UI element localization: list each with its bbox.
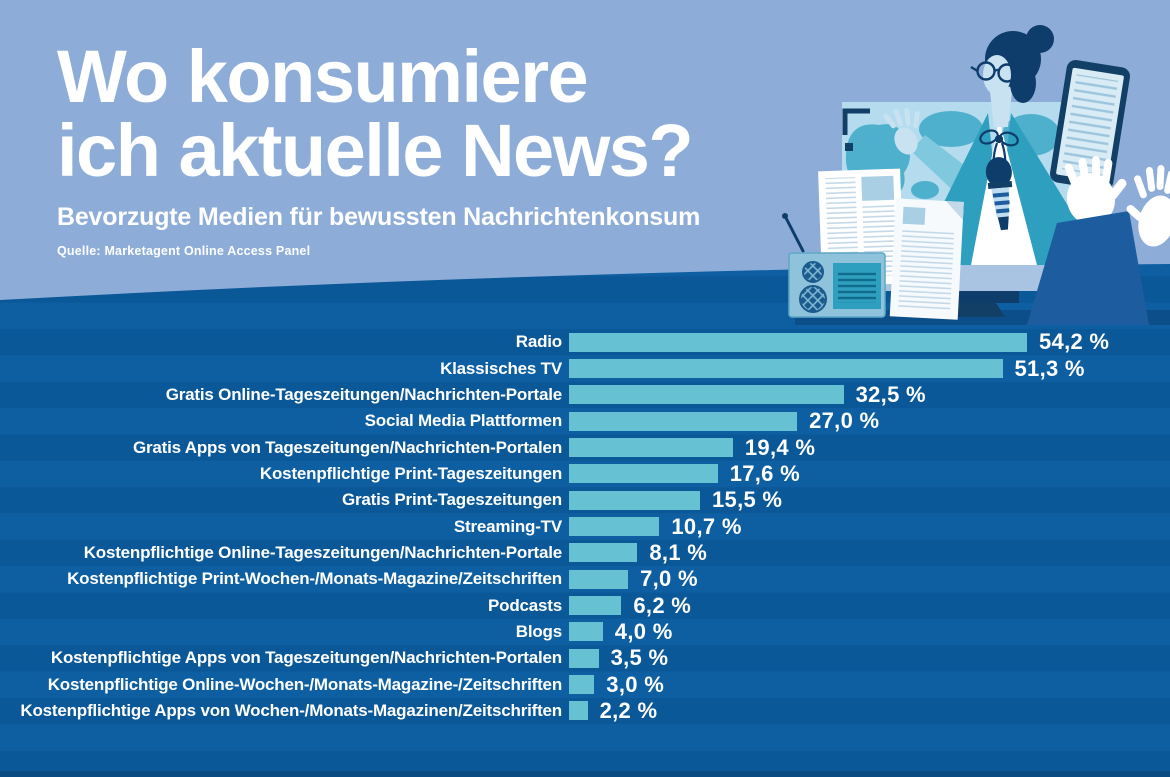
bar-row: Kostenpflichtige Apps von Wochen-/Monats… [0,698,1170,724]
microphone-icon [985,157,1013,231]
hair-bun [1026,25,1054,53]
bar-row: Kostenpflichtige Print-Tageszeitungen 17… [0,461,1170,487]
bar-rows: Radio 54,2 % Klassisches TV 51,3 % Grati… [0,329,1170,724]
bar [569,701,588,721]
bar-row: Blogs 4,0 % [0,619,1170,645]
speaker-large [799,285,827,313]
bar-value-label: 4,0 % [614,618,673,644]
news-media-illustration [782,25,1170,325]
bar-value-label: 8,1 % [649,539,708,565]
page-subtitle: Bevorzugte Medien für bewussten Nachrich… [57,203,701,231]
bar [569,596,622,616]
bar [569,517,660,537]
bar-label: Kostenpflichtige Print-Wochen-/Monats-Ma… [67,569,562,589]
bar-value-label: 10,7 % [671,513,742,539]
tablet-hand [1064,156,1127,225]
bar-label: Streaming-TV [453,516,562,536]
bar-row: Gratis Online-Tageszeitungen/Nachrichten… [0,382,1170,408]
bar [569,411,798,431]
bar [569,438,733,458]
bar-row: Gratis Apps von Tageszeitungen/Nachricht… [0,434,1170,460]
bar-row: Gratis Print-Tageszeitungen 15,5 % [0,487,1170,513]
bar-value-label: 7,0 % [640,566,698,592]
bar [569,648,599,668]
viewfinder-bracket-icon [842,108,870,135]
bar-label: Podcasts [488,595,562,615]
bar [569,464,718,484]
title-line-1: Wo konsumiere [57,35,589,118]
face [983,55,1011,95]
tablet-text-lines [1061,74,1119,176]
footer-strip [0,771,1170,777]
bar-row: Podcasts 6,2 % [0,592,1170,618]
bar-row: Streaming-TV 10,7 % [0,513,1170,539]
bar-value-label: 51,3 % [1014,355,1085,381]
bar-value-label: 6,2 % [633,592,692,618]
bar-row: Social Media Plattformen 27,0 % [0,408,1170,434]
bar-label: Kostenpflichtige Apps von Wochen-/Monats… [20,700,562,720]
bar-label: Gratis Apps von Tageszeitungen/Nachricht… [132,437,562,457]
bar-value-label: 2,2 % [599,697,658,723]
bar-label: Kostenpflichtige Online-Tageszeitungen/N… [83,542,563,562]
bar-row: Kostenpflichtige Apps von Tageszeitungen… [0,645,1170,671]
bar [569,490,700,510]
bar-label: Kostenpflichtige Online-Wochen-/Monats-M… [47,674,563,694]
bar-label: Gratis Print-Tageszeitungen [341,490,562,510]
bar-label: Kostenpflichtige Apps von Tageszeitungen… [50,648,562,668]
bar [569,332,1027,352]
bar-row: Radio 54,2 % [0,329,1170,355]
bar-value-label: 3,5 % [610,645,669,671]
bar-label: Radio [515,332,562,352]
bar-label: Blogs [515,621,562,641]
antenna [783,214,805,253]
bar [569,622,603,642]
bar-row: Klassisches TV 51,3 % [0,355,1170,381]
glasses-icon [970,61,1017,83]
bar-row: Kostenpflichtige Print-Wochen-/Monats-Ma… [0,566,1170,592]
sleeve [1027,211,1149,325]
bar-chart: Radio 54,2 % Klassisches TV 51,3 % Grati… [0,329,1170,724]
speaker-small [802,261,824,283]
bar-label: Kostenpflichtige Print-Tageszeitungen [259,463,562,483]
source-note: Quelle: Marketagent Online Access Panel [57,244,311,258]
bar-value-label: 15,5 % [712,487,783,513]
bar-value-label: 54,2 % [1039,329,1110,355]
bar [569,675,595,695]
waving-hand [883,107,920,155]
radio-panel [838,271,876,303]
bar [569,359,1003,379]
header: Wo konsumiere ich aktuelle News? Bevorzu… [57,40,701,259]
bar-row: Kostenpflichtige Online-Wochen-/Monats-M… [0,671,1170,697]
page-title: Wo konsumiere ich aktuelle News? [57,40,700,188]
title-line-2: ich aktuelle News? [57,109,694,192]
bar-label: Gratis Online-Tageszeitungen/Nachrichten… [165,384,562,404]
bar [569,385,844,405]
bar-value-label: 32,5 % [855,381,926,407]
bar [569,543,638,563]
bar-label: Klassisches TV [440,358,562,378]
bar-value-label: 27,0 % [809,408,880,434]
bar-value-label: 19,4 % [744,434,816,460]
bar-label: Social Media Plattformen [364,411,563,431]
bar-value-label: 17,6 % [729,460,800,486]
bar-row: Kostenpflichtige Online-Tageszeitungen/N… [0,540,1170,566]
tablet-illustration [1049,60,1131,190]
radio-illustration [782,213,886,318]
bar [569,569,629,589]
right-hand [1126,165,1170,247]
bar-value-label: 3,0 % [606,671,665,697]
